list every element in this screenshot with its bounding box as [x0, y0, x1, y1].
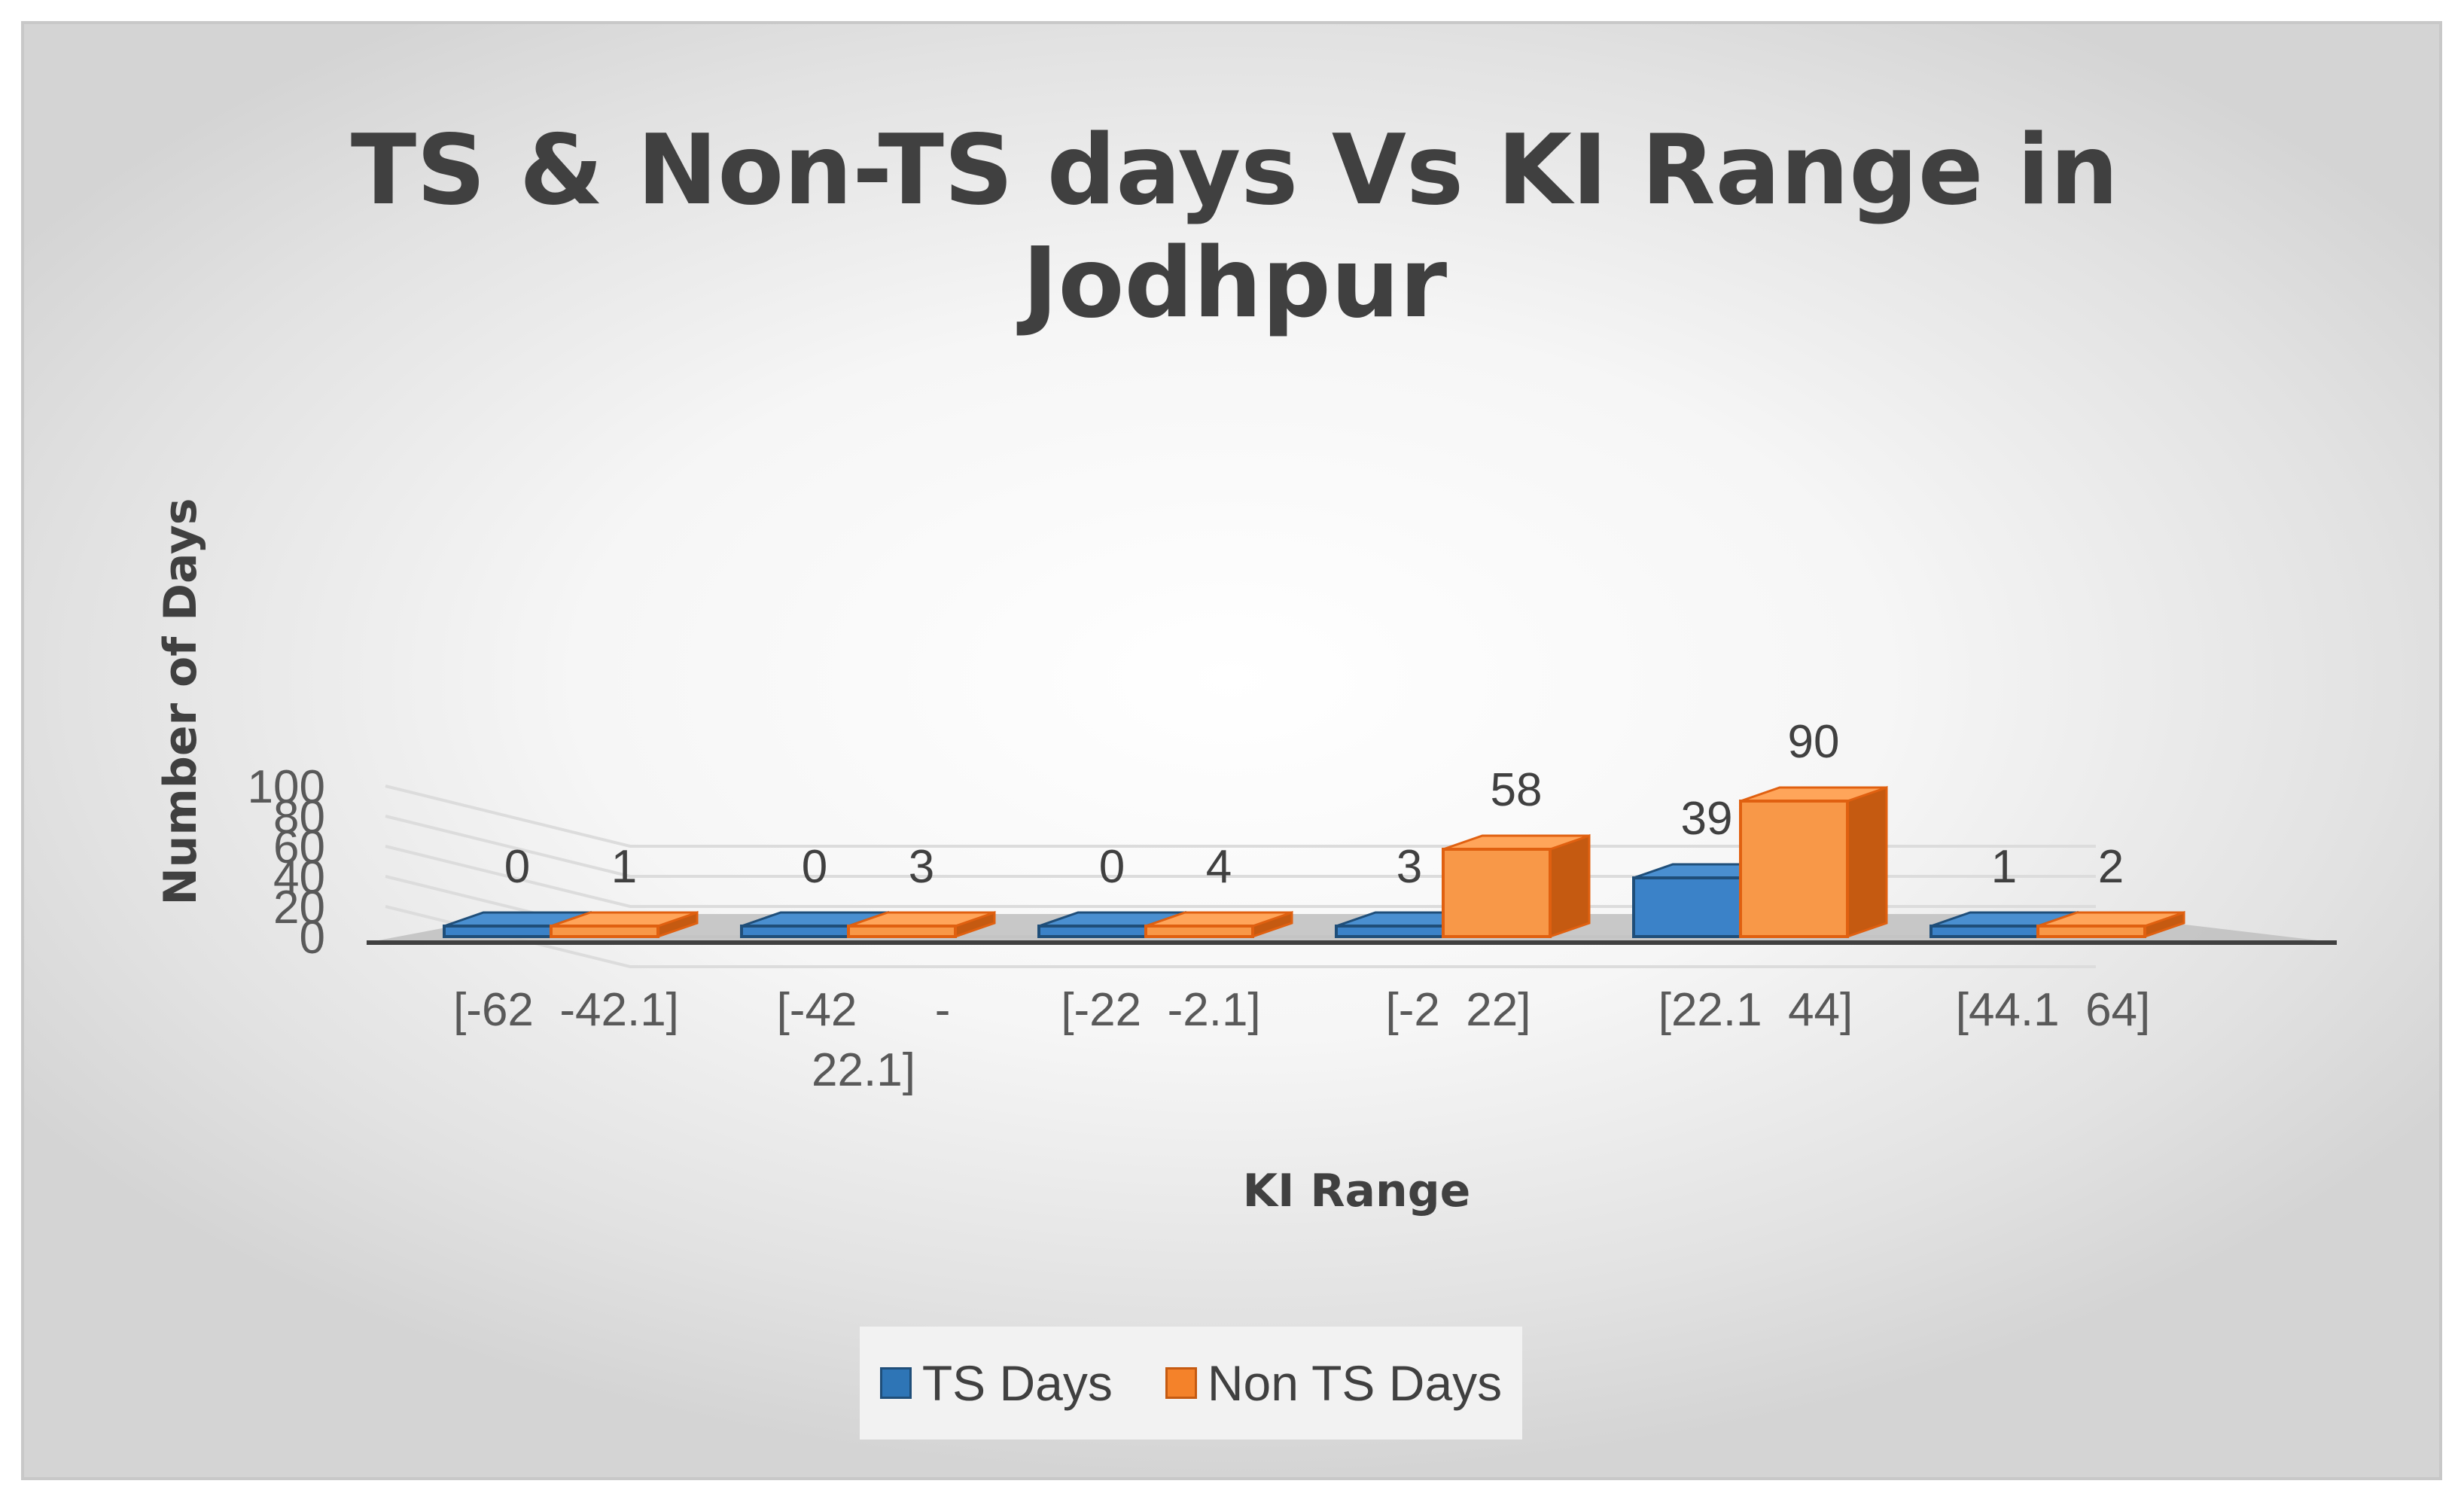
legend: TS Days Non TS Days [860, 1327, 1522, 1440]
chart-card: TS & Non-TS days Vs KI Range in Jodhpur … [21, 21, 2442, 1480]
x-tick-label-4: [22.1 44] [1658, 984, 1853, 1036]
y-tick-label: 80 [273, 791, 325, 843]
legend-swatch-non-ts-days [1165, 1367, 1197, 1399]
x-tick-label-0: [-62 -42.1] [453, 984, 679, 1036]
bar-non-ts-days-3 [1442, 833, 1591, 939]
data-labels: 0 0 0 3 39 1 1 3 4 58 90 2 [504, 716, 2124, 893]
chart-title-line-2: Jodhpur [1022, 227, 1448, 340]
data-label-non-ts-days-4: 90 [1788, 716, 1840, 768]
bar-non-ts-days-4 [1739, 785, 1888, 939]
data-label-non-ts-days-2: 4 [1206, 841, 1232, 893]
gridline [385, 785, 2096, 848]
legend-label-non-ts-days: Non TS Days [1207, 1355, 1503, 1411]
legend-label-ts-days: TS Days [921, 1355, 1113, 1411]
legend-item-non-ts-days: Non TS Days [1165, 1354, 1502, 1412]
x-tick-label-1: [-42 -22.1] [777, 984, 951, 1096]
data-label-ts-days-5: 1 [1991, 841, 2017, 893]
bar-non-ts-days-5 [2036, 910, 2185, 939]
y-axis-title: Number of Days [154, 498, 207, 905]
x-axis-title: KI Range [1243, 1165, 1471, 1217]
chart-title-line-1: TS & Non-TS days Vs KI Range in [350, 114, 2119, 227]
bar-non-ts-days-0 [550, 910, 699, 939]
bars [443, 785, 2185, 939]
x-tick-label-3: [-2 22] [1386, 984, 1531, 1036]
data-label-non-ts-days-0: 1 [611, 841, 637, 893]
y-tick-label: 40 [273, 852, 325, 903]
data-label-ts-days-4: 39 [1681, 793, 1733, 845]
bar-ts-days-5 [1929, 910, 2079, 939]
gridline [385, 815, 2096, 878]
data-label-ts-days-2: 0 [1099, 841, 1125, 893]
chart-title: TS & Non-TS days Vs KI Range in Jodhpur [24, 114, 2439, 340]
y-tick-label: 0 [300, 912, 325, 964]
bar-non-ts-days-2 [1144, 910, 1293, 939]
data-label-ts-days-0: 0 [504, 841, 530, 893]
data-label-non-ts-days-5: 2 [2098, 841, 2124, 893]
x-tick-label-2: [-22 -2.1] [1061, 984, 1260, 1036]
y-tick-label: 60 [273, 821, 325, 873]
y-tick-label: 100 [248, 761, 325, 813]
gridline [385, 845, 2096, 908]
data-label-non-ts-days-3: 58 [1491, 764, 1543, 816]
bar-non-ts-days-1 [847, 910, 996, 939]
y-tick-label: 20 [273, 882, 325, 934]
data-label-non-ts-days-1: 3 [909, 841, 934, 893]
x-axis-ticks: [-62 -42.1] [-42 -22.1] [-22 -2.1] [-2 22] [… [453, 984, 2150, 1096]
legend-swatch-ts-days [879, 1367, 912, 1399]
data-label-ts-days-1: 0 [802, 841, 827, 893]
legend-item-ts-days: TS Days [879, 1354, 1113, 1412]
data-label-ts-days-3: 3 [1396, 841, 1422, 893]
x-tick-label-5: [44.1 64] [1956, 984, 2151, 1036]
